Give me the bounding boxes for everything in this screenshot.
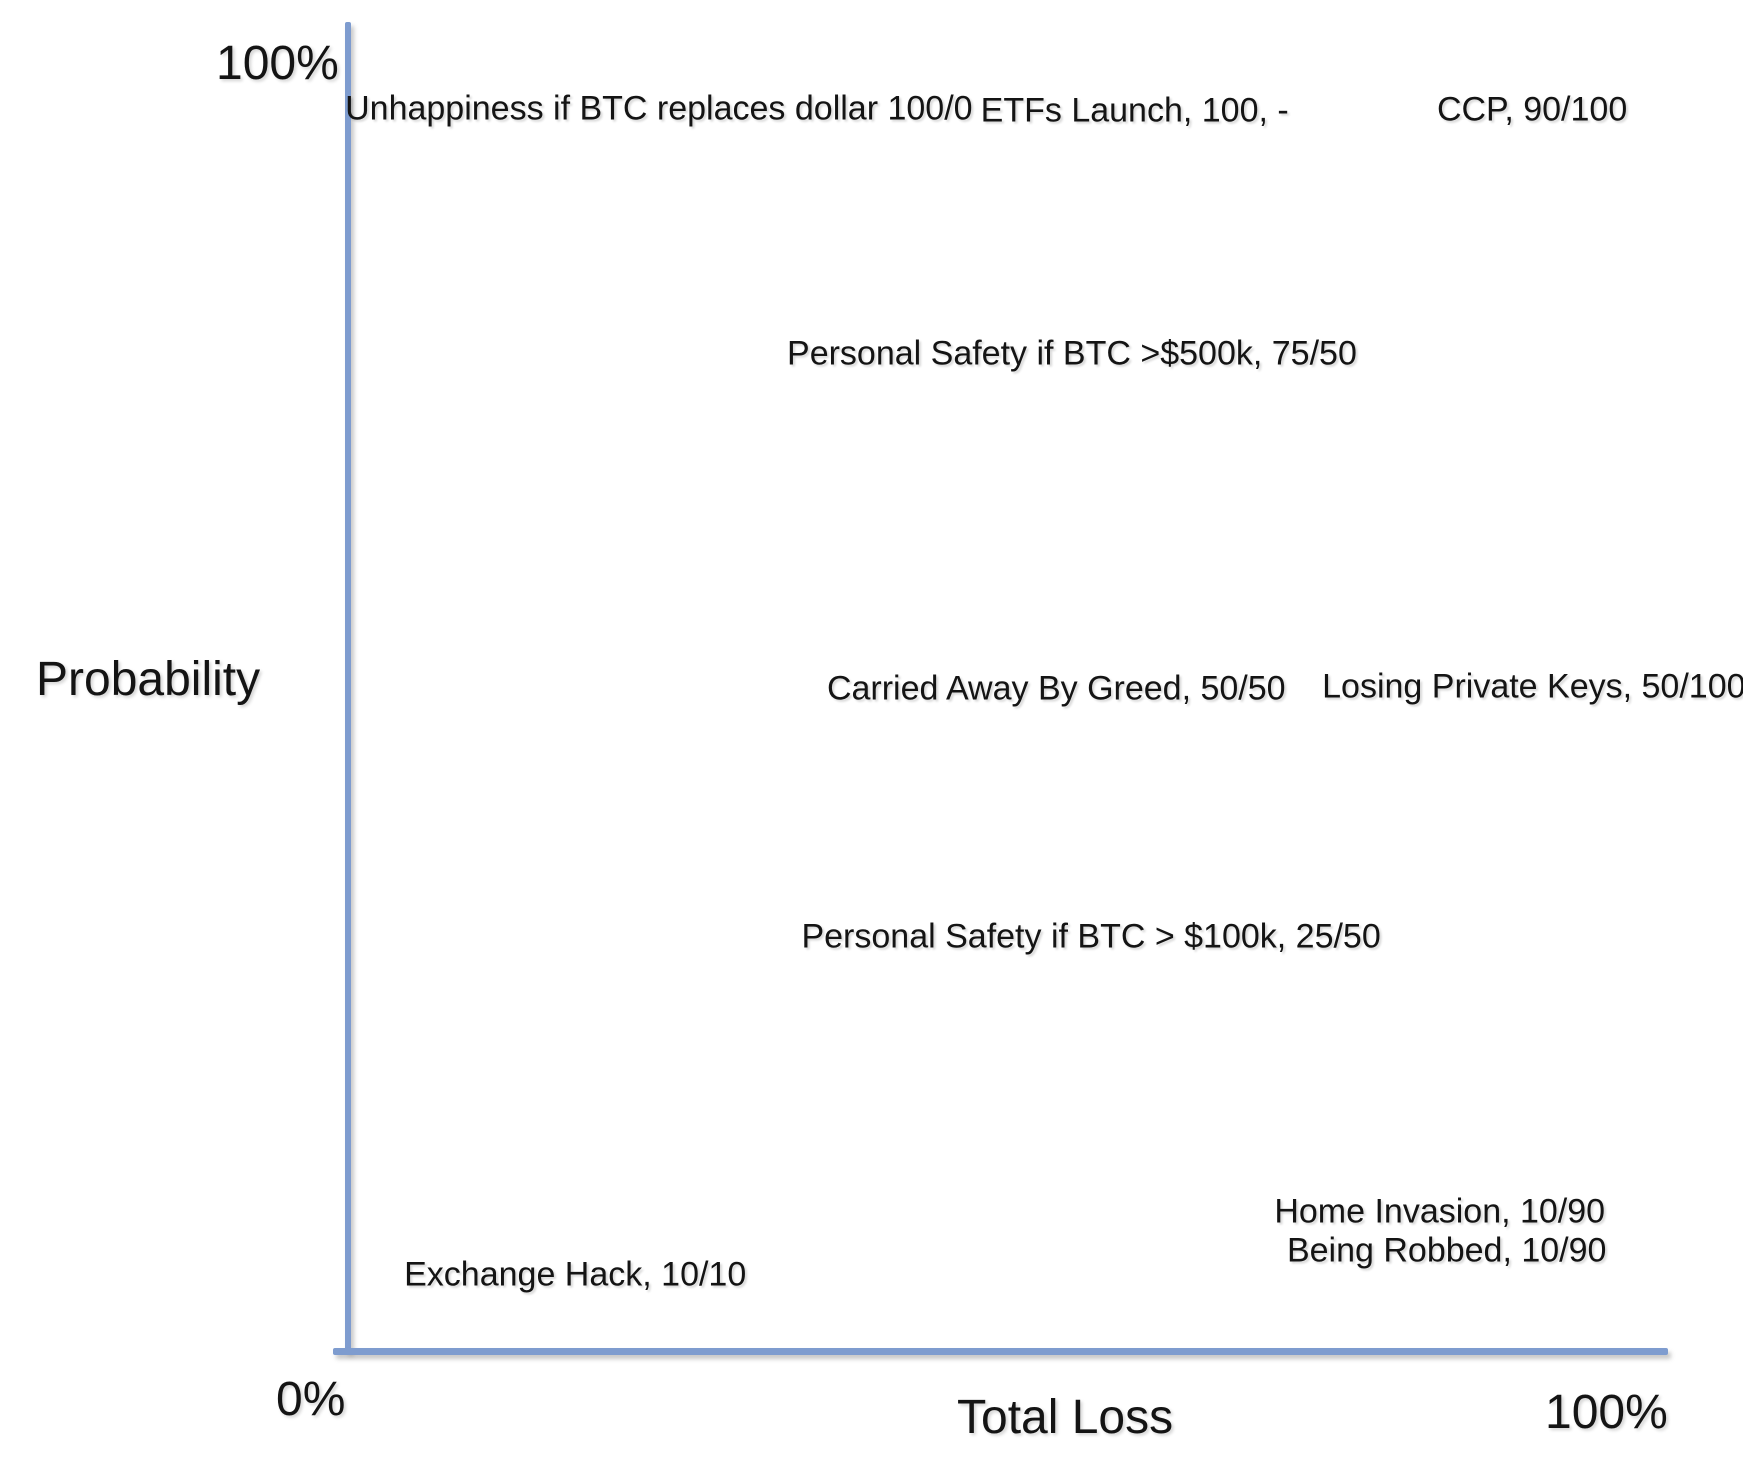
x-axis-max-tick-label: 100%: [1545, 1386, 1668, 1439]
y-axis-title: Probability: [36, 653, 261, 706]
data-point-label: Being Robbed, 10/90: [1286, 1231, 1607, 1270]
data-point-label: ETFs Launch, 100, -: [980, 91, 1289, 130]
data-point-label: Losing Private Keys, 50/100: [1322, 666, 1743, 705]
y-axis-line: [345, 22, 351, 1352]
data-point-label: Carried Away By Greed, 50/50: [826, 669, 1286, 708]
data-point-label: CCP, 90/100: [1436, 90, 1628, 129]
data-point-label: Unhappiness if BTC replaces dollar 100/0: [345, 88, 973, 127]
data-point-label: Home Invasion, 10/90: [1274, 1192, 1606, 1231]
x-axis-title: Total Loss: [957, 1391, 1174, 1444]
data-point-label: Personal Safety if BTC > $100k, 25/50: [801, 917, 1381, 956]
origin-tick-label: 0%: [276, 1373, 346, 1426]
y-axis-max-tick-label: 100%: [216, 37, 339, 90]
x-axis-line: [333, 1348, 1668, 1355]
data-point-label: Exchange Hack, 10/10: [404, 1255, 747, 1294]
data-point-label: Personal Safety if BTC >$500k, 75/50: [787, 333, 1357, 372]
